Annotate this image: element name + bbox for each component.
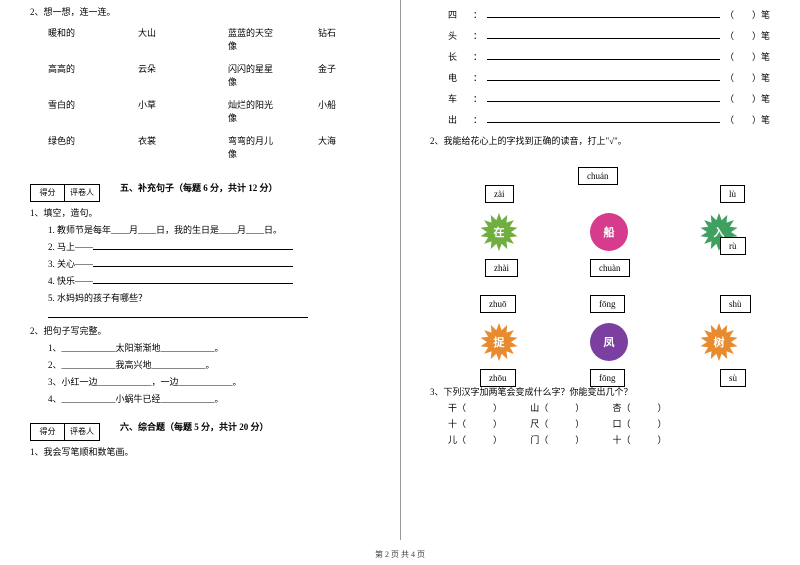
r-q2: 2、我能给花心上的字找到正确的读音，打上"√"。 — [430, 134, 770, 147]
hanzi-row: 儿（ ） 门（ ） 十（ ） — [448, 433, 770, 446]
s5-q2-item: 1、____________太阳渐渐地____________。 — [48, 341, 370, 354]
match-row: 雪白的 小草 灿烂的阳光像 小船 — [48, 98, 370, 124]
s5-q2-item: 3、小红一边____________，一边____________。 — [48, 375, 370, 388]
stroke-row: 长：（ ）笔 — [448, 50, 770, 63]
hanzi-row: 十（ ） 尺（ ） 口（ ） — [448, 417, 770, 430]
match-cell: 高高的 — [48, 62, 100, 88]
stroke-row: 电：（ ）笔 — [448, 71, 770, 84]
match-cell: 小船 — [318, 98, 370, 124]
blank-line[interactable] — [93, 274, 293, 284]
stroke-row: 头：（ ）笔 — [448, 29, 770, 42]
match-cell: 绿色的 — [48, 134, 100, 160]
grader-label: 评卷人 — [65, 185, 99, 201]
hanzi-cell[interactable]: 门（ ） — [530, 433, 610, 446]
blank-line[interactable] — [487, 38, 720, 39]
right-column: 四：（ ）笔 头：（ ）笔 长：（ ）笔 电：（ ）笔 车：（ ）笔 出：（ ）… — [400, 0, 800, 545]
blank-line[interactable] — [487, 80, 720, 81]
pinyin-box[interactable]: zhōu — [480, 369, 516, 387]
s5-q1-item: 2. 马上—— — [48, 240, 370, 253]
score-box: 得分 评卷人 — [30, 423, 100, 441]
hanzi-cell[interactable]: 口（ ） — [613, 417, 693, 430]
s5-q1-item: 3. 关心—— — [48, 257, 370, 270]
match-cell: 云朵 — [138, 62, 190, 88]
blank-line[interactable] — [487, 59, 720, 60]
match-cell: 小草 — [138, 98, 190, 124]
pinyin-box[interactable]: zhài — [485, 259, 518, 277]
match-row: 绿色的 衣裳 弯弯的月儿像 大海 — [48, 134, 370, 160]
match-cell: 闪闪的星星像 — [228, 62, 280, 88]
hanzi-cell[interactable]: 儿（ ） — [448, 433, 528, 446]
score-label: 得分 — [31, 185, 65, 201]
s5-q1-item: 5. 水妈妈的孩子有哪些？ — [48, 291, 370, 304]
pinyin-box[interactable]: chuàn — [590, 259, 630, 277]
section6-title: 六、综合题（每题 5 分，共计 20 分） — [120, 420, 269, 433]
circle-shape: 凤 — [590, 323, 628, 361]
section5-header: 得分 评卷人 五、补充句子（每题 6 分，共计 12 分） — [30, 170, 370, 202]
match-row: 高高的 云朵 闪闪的星星像 金子 — [48, 62, 370, 88]
match-cell: 暖和的 — [48, 26, 100, 52]
hanzi-cell[interactable]: 山（ ） — [530, 401, 610, 414]
left-column: 2、想一想，连一连。 暖和的 大山 蓝蓝的天空像 钻石 高高的 云朵 闪闪的星星… — [0, 0, 400, 545]
pinyin-box[interactable]: fōng — [590, 295, 625, 313]
burst-shape: 树 — [700, 323, 738, 361]
s5-q2: 2、把句子写完整。 — [30, 324, 370, 337]
s5-q2-item: 4、____________小蜗牛已经____________。 — [48, 392, 370, 405]
hanzi-cell[interactable]: 干（ ） — [448, 401, 528, 414]
blank-answer[interactable] — [48, 308, 370, 320]
s5-q2-item: 2、____________我高兴地____________。 — [48, 358, 370, 371]
blank-line[interactable] — [93, 240, 293, 250]
blank-line[interactable] — [487, 122, 720, 123]
burst-shape: 在 — [480, 213, 518, 251]
match-cell: 蓝蓝的天空像 — [228, 26, 280, 52]
section5-title: 五、补充句子（每题 6 分，共计 12 分） — [120, 181, 278, 194]
stroke-row: 出：（ ）笔 — [448, 113, 770, 126]
stroke-row: 车：（ ）笔 — [448, 92, 770, 105]
s5-q1-item: 1. 教师节是每年____月____日，我的生日是____月____日。 — [48, 223, 370, 236]
match-row: 暖和的 大山 蓝蓝的天空像 钻石 — [48, 26, 370, 52]
pinyin-box[interactable]: sù — [720, 369, 746, 387]
page-footer: 第 2 页 共 4 页 — [0, 549, 800, 560]
match-cell: 大山 — [138, 26, 190, 52]
match-cell: 灿烂的阳光像 — [228, 98, 280, 124]
stroke-row: 四：（ ）笔 — [448, 8, 770, 21]
hanzi-row: 干（ ） 山（ ） 杏（ ） — [448, 401, 770, 414]
pinyin-box[interactable]: zài — [485, 185, 514, 203]
pinyin-box[interactable]: fōng — [590, 369, 625, 387]
pinyin-box[interactable]: shù — [720, 295, 751, 313]
hanzi-cell[interactable]: 十（ ） — [613, 433, 693, 446]
hanzi-cell[interactable]: 十（ ） — [448, 417, 528, 430]
pinyin-diagram: 在捉入树船凤zàizhàichuánchuànlùrùzhuōzhōufōngf… — [430, 155, 770, 385]
circle-shape: 船 — [590, 213, 628, 251]
score-label: 得分 — [31, 424, 65, 440]
blank-line[interactable] — [487, 101, 720, 102]
hanzi-cell[interactable]: 尺（ ） — [530, 417, 610, 430]
s5-q1-item: 4. 快乐—— — [48, 274, 370, 287]
match-cell: 雪白的 — [48, 98, 100, 124]
match-cell: 大海 — [318, 134, 370, 160]
pinyin-box[interactable]: chuán — [578, 167, 618, 185]
pinyin-box[interactable]: zhuō — [480, 295, 516, 313]
match-cell: 弯弯的月儿像 — [228, 134, 280, 160]
match-cell: 钻石 — [318, 26, 370, 52]
blank-line[interactable] — [487, 17, 720, 18]
match-cell: 衣裳 — [138, 134, 190, 160]
burst-shape: 捉 — [480, 323, 518, 361]
s6-q1: 1、我会写笔顺和数笔画。 — [30, 445, 370, 458]
s5-q1: 1、填空，造句。 — [30, 206, 370, 219]
grader-label: 评卷人 — [65, 424, 99, 440]
pinyin-box[interactable]: lù — [720, 185, 745, 203]
blank-line[interactable] — [93, 257, 293, 267]
match-cell: 金子 — [318, 62, 370, 88]
section6-header: 得分 评卷人 六、综合题（每题 5 分，共计 20 分） — [30, 409, 370, 441]
q2-title: 2、想一想，连一连。 — [30, 5, 370, 18]
score-box: 得分 评卷人 — [30, 184, 100, 202]
hanzi-cell[interactable]: 杏（ ） — [613, 401, 693, 414]
